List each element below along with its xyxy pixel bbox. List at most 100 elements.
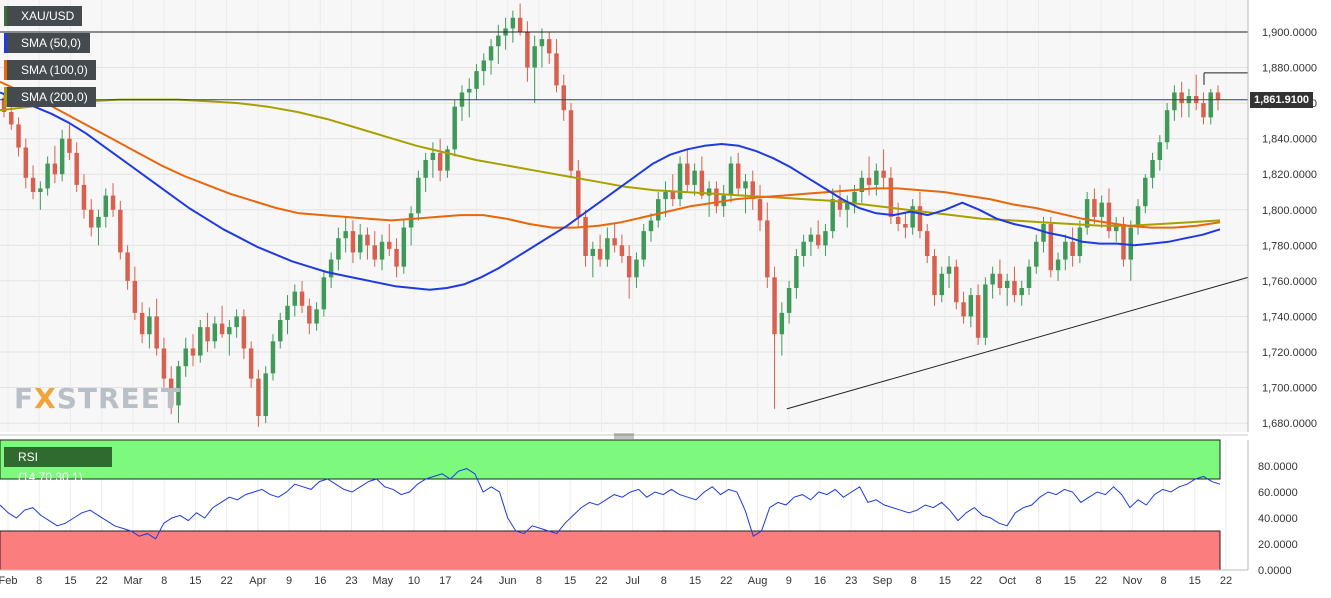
legend-sma100[interactable]: SMA (100,0)	[4, 60, 96, 80]
x-tick-label: Sep	[873, 575, 893, 587]
x-tick-label: Nov	[1123, 575, 1143, 587]
candle-body	[808, 234, 814, 242]
x-tick-label: May	[372, 575, 393, 587]
candle-body	[830, 199, 835, 232]
legend-sma50[interactable]: SMA (50,0)	[4, 33, 90, 53]
candle-body	[612, 238, 617, 246]
x-tick-label: 22	[970, 575, 982, 587]
legend-rsi[interactable]: RSI (14,70,30,1)	[4, 447, 112, 484]
candle-body	[125, 252, 130, 281]
x-tick-label: 15	[189, 575, 201, 587]
candle-body	[706, 188, 712, 196]
x-tick-label: 8	[911, 575, 917, 587]
candle-body	[619, 245, 625, 256]
candle-body	[641, 231, 646, 260]
candle-body	[430, 152, 436, 160]
candle-body	[314, 309, 319, 324]
candle-body	[452, 106, 457, 150]
candle-body	[103, 195, 109, 217]
annotations	[0, 31, 1249, 410]
candle-body	[590, 248, 596, 256]
rsi-tick-label: 60.0000	[1258, 487, 1298, 499]
legend-sma200[interactable]: SMA (200,0)	[4, 87, 96, 107]
x-tick-label: Aug	[748, 575, 768, 587]
candle-body	[656, 199, 661, 221]
candle-body	[685, 163, 690, 185]
candle-body	[437, 152, 443, 171]
ascending-trendline[interactable]	[786, 276, 1249, 410]
candle-body	[859, 177, 865, 192]
candle-body	[1121, 224, 1126, 260]
candle-body	[445, 149, 450, 171]
candle-body	[895, 216, 901, 224]
candle-body	[517, 17, 523, 32]
candle-body	[176, 366, 181, 406]
resize-handle-icon[interactable]	[614, 433, 634, 439]
candle-body	[1019, 288, 1024, 296]
candle-body	[88, 209, 94, 228]
candle-body	[801, 241, 806, 256]
candle-body	[1063, 241, 1068, 260]
candle-body	[1004, 280, 1010, 288]
candle-body	[248, 348, 254, 379]
x-tick-label: 8	[1160, 575, 1166, 587]
x-tick-label: 22	[1220, 575, 1232, 587]
candle-body	[190, 348, 196, 356]
candle-body	[910, 206, 915, 228]
candle-body	[917, 206, 923, 232]
candle-body	[23, 147, 29, 178]
candle-body	[74, 152, 79, 185]
x-tick-label: 8	[36, 575, 42, 587]
x-tick-label: Jul	[626, 575, 640, 587]
candle-body	[1048, 224, 1054, 271]
candle-body	[205, 327, 210, 342]
candle-body	[401, 227, 407, 267]
candle-body	[132, 280, 138, 313]
candle-body	[350, 231, 356, 253]
candle-body	[939, 273, 945, 296]
candle-body	[772, 277, 777, 335]
rsi-zones	[0, 439, 1221, 571]
candle-body	[1099, 202, 1104, 217]
price-tick-label: 1,720.0000	[1262, 347, 1317, 359]
candle-body	[423, 160, 428, 178]
candle-body	[67, 138, 72, 153]
candle-body	[1215, 92, 1221, 100]
candle-body	[961, 302, 966, 317]
candle-body	[997, 273, 1003, 288]
candle-body	[1055, 259, 1061, 271]
candle-body	[307, 305, 312, 324]
x-tick-label: 8	[1036, 575, 1042, 587]
price-tick-label: 1,900.0000	[1262, 27, 1317, 39]
candle-body	[605, 238, 610, 260]
candle-body	[139, 312, 145, 335]
sma50-line	[0, 91, 1221, 291]
x-tick-label: 8	[536, 575, 542, 587]
candle-body	[583, 216, 588, 256]
x-tick-label: 16	[814, 575, 826, 587]
price-tick-label: 1,680.0000	[1262, 418, 1317, 430]
legend-symbol[interactable]: XAU/USD	[4, 6, 82, 26]
price-tick-label: 1,840.0000	[1262, 134, 1317, 146]
candles	[1, 3, 1221, 427]
candle-body	[263, 373, 268, 416]
price-tick-label: 1,800.0000	[1262, 205, 1317, 217]
candle-body	[198, 327, 203, 356]
candle-body	[757, 199, 763, 221]
candle-body	[292, 291, 298, 306]
candle-body	[1150, 160, 1155, 178]
candle-body	[903, 224, 908, 228]
candle-body	[1084, 199, 1090, 228]
candle-body	[16, 124, 21, 148]
x-tick-label: 23	[345, 575, 357, 587]
sma100-line	[0, 80, 1221, 229]
candle-body	[561, 85, 566, 111]
candle-body	[648, 220, 654, 232]
candle-body	[30, 177, 36, 192]
x-tick-label: 16	[314, 575, 326, 587]
rsi-oversold-zone	[0, 530, 1221, 571]
indicator-lines	[0, 80, 1221, 540]
price-tick-label: 1,740.0000	[1262, 311, 1317, 323]
candle-body	[372, 245, 377, 260]
